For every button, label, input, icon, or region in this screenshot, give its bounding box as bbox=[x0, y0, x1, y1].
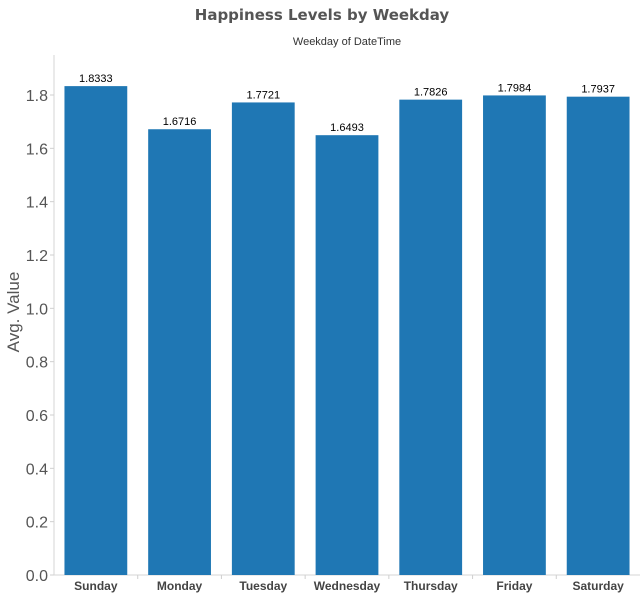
data-label-sunday: 1.8333 bbox=[79, 73, 113, 85]
x-tick-label-wednesday: Wednesday bbox=[314, 579, 381, 593]
y-tick-label: 1.4 bbox=[26, 195, 48, 212]
data-label-saturday: 1.7937 bbox=[581, 84, 615, 96]
y-tick-label: 1.2 bbox=[26, 248, 48, 265]
data-label-friday: 1.7984 bbox=[498, 82, 532, 94]
y-tick-label: 1.0 bbox=[26, 301, 48, 318]
chart-title: Happiness Levels by Weekday bbox=[195, 6, 450, 24]
x-tick-label-saturday: Saturday bbox=[572, 579, 624, 593]
bar-tuesday bbox=[231, 102, 295, 575]
data-label-monday: 1.6716 bbox=[163, 116, 197, 128]
y-axis-label: Avg. Value bbox=[4, 272, 23, 353]
bar-saturday bbox=[566, 96, 630, 576]
x-tick-label-tuesday: Tuesday bbox=[239, 579, 287, 593]
y-tick-label: 1.6 bbox=[26, 141, 48, 158]
y-tick-label: 1.8 bbox=[26, 88, 48, 105]
data-label-tuesday: 1.7721 bbox=[246, 89, 280, 101]
y-tick-label: 0.6 bbox=[26, 408, 48, 425]
bar-thursday bbox=[399, 99, 463, 575]
x-axis-header: Weekday of DateTime bbox=[293, 36, 401, 48]
x-tick-label-thursday: Thursday bbox=[404, 579, 458, 593]
y-tick-label: 0.0 bbox=[26, 568, 48, 585]
bar-friday bbox=[483, 95, 546, 575]
y-tick-label: 0.4 bbox=[26, 461, 48, 478]
plot-area: 0.0 0.2 0.4 0.6 0.8 1.0 1.2 1.4 1.6 1.8 1.8333 Sund… bbox=[26, 55, 640, 593]
data-label-thursday: 1.7826 bbox=[414, 87, 448, 99]
bar-wednesday bbox=[315, 135, 379, 576]
y-tick-label: 0.8 bbox=[26, 355, 48, 372]
x-tick-label-sunday: Sunday bbox=[74, 579, 118, 593]
data-label-wednesday: 1.6493 bbox=[330, 122, 364, 134]
x-tick-label-friday: Friday bbox=[496, 579, 532, 593]
bar-sunday bbox=[64, 86, 128, 576]
x-tick-label-monday: Monday bbox=[157, 579, 203, 593]
y-tick-label: 0.2 bbox=[26, 515, 48, 532]
bar-monday bbox=[148, 129, 211, 576]
